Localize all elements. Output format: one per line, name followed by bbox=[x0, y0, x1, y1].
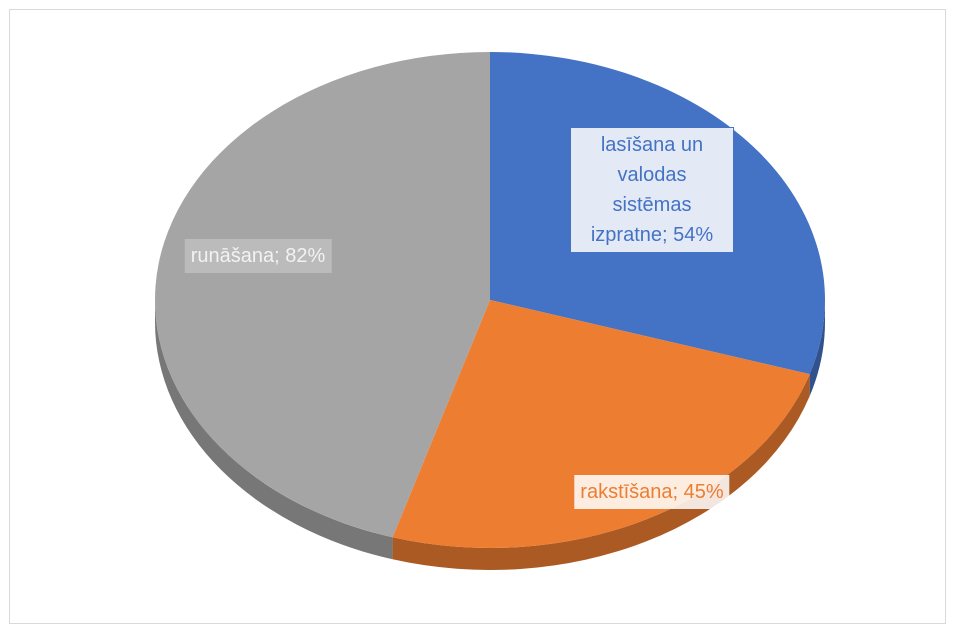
slice-side bbox=[809, 300, 825, 397]
data-label: rakstīšana; 45% bbox=[574, 475, 730, 509]
data-label: runāšana; 82% bbox=[184, 239, 332, 273]
slice bbox=[155, 52, 490, 538]
slice-side bbox=[392, 374, 810, 570]
slice-side bbox=[155, 300, 393, 560]
chart-frame bbox=[9, 9, 946, 624]
data-label: lasīšana un valodas sistēmas izpratne; 5… bbox=[570, 127, 734, 253]
